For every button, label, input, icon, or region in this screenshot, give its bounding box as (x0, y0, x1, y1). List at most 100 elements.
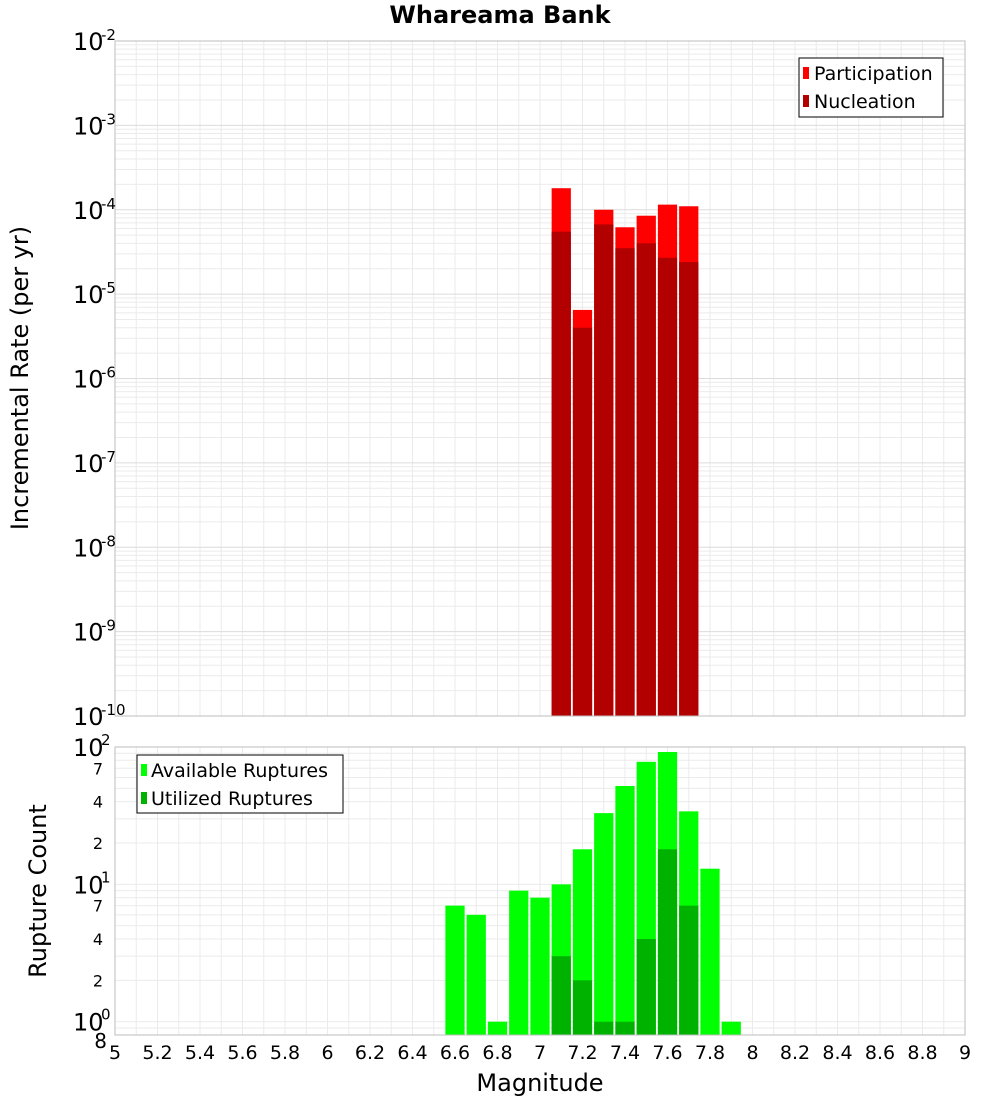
x-tick-label: 7.6 (652, 1042, 682, 1064)
bottom-y-minor-tick: 4 (93, 930, 103, 949)
x-tick-label: 6.4 (397, 1042, 427, 1064)
top-y-tick-base: 10 (73, 366, 104, 394)
bar-available-ruptures-8 (615, 786, 635, 1035)
legend-swatch-nucleation (803, 95, 809, 107)
legend-label-utilized: Utilized Ruptures (151, 788, 313, 810)
x-tick-label: 9 (959, 1042, 971, 1064)
legend-label-available: Available Ruptures (151, 760, 328, 782)
bottom-plot-frame (114, 746, 966, 1036)
x-tick-label: 5.4 (185, 1042, 215, 1064)
x-tick-label: 5.2 (142, 1042, 172, 1064)
top-y-tick-exp: -3 (101, 110, 116, 128)
top-y-tick-exp: -8 (101, 532, 116, 550)
bottom-y-tick-base: 10 (73, 1009, 104, 1037)
bar-utilized-ruptures-8 (615, 1021, 635, 1035)
bar-nucleation-2 (594, 224, 614, 717)
bar-utilized-ruptures-7 (594, 1021, 614, 1035)
top-y-axis-title: Incremental Rate (per yr) (6, 226, 34, 530)
bar-utilized-ruptures-10 (657, 849, 678, 1035)
top-legend-box (798, 57, 944, 118)
top-y-tick-base: 10 (73, 28, 104, 56)
bar-utilized-ruptures-11 (679, 905, 699, 1035)
bottom-legend: Available Ruptures Utilized Ruptures (136, 754, 344, 814)
x-tick-label: 7.8 (695, 1042, 725, 1064)
top-y-tick-labels: 10-210-310-410-510-610-710-810-910-10 (73, 26, 126, 731)
top-y-tick-base: 10 (73, 450, 104, 478)
bottom-bars (445, 751, 741, 1035)
x-tick-label: 8.8 (907, 1042, 937, 1064)
top-y-tick-base: 10 (73, 112, 104, 140)
bottom-y-minor-tick: 7 (93, 759, 103, 778)
top-y-tick-exp: -2 (101, 26, 116, 44)
x-tick-label: 8.4 (822, 1042, 852, 1064)
legend-swatch-utilized (141, 792, 147, 804)
top-bars (551, 188, 699, 717)
bar-nucleation-1 (572, 327, 593, 716)
top-legend: Participation Nucleation (798, 57, 944, 118)
bar-utilized-ruptures-9 (636, 939, 656, 1035)
top-y-tick-base: 10 (73, 703, 104, 731)
bar-utilized-ruptures-6 (572, 980, 593, 1035)
bottom-y-axis-title: Rupture Count (24, 804, 52, 978)
bar-available-ruptures-1 (466, 914, 486, 1035)
top-panel: 10-210-310-410-510-610-710-810-910-10 In… (6, 26, 966, 731)
bar-available-ruptures-13 (721, 1021, 741, 1035)
bar-available-ruptures-4 (530, 897, 550, 1035)
top-y-tick-base: 10 (73, 281, 104, 309)
bottom-y-tick-exp: 0 (101, 1006, 111, 1024)
top-y-tick-base: 10 (73, 534, 104, 562)
bottom-legend-box (136, 754, 344, 814)
x-tick-label: 5.6 (227, 1042, 257, 1064)
top-y-tick-exp: -7 (101, 448, 116, 466)
x-tick-label: 8 (746, 1042, 758, 1064)
bar-utilized-ruptures-5 (551, 956, 571, 1035)
bar-available-ruptures-3 (509, 890, 529, 1035)
x-axis-title: Magnitude (476, 1069, 603, 1097)
legend-swatch-available (141, 764, 147, 776)
top-y-tick-exp: -10 (101, 701, 126, 719)
legend-label-nucleation: Nucleation (814, 91, 916, 113)
top-y-tick-exp: -4 (101, 195, 116, 213)
x-tick-label: 7.2 (567, 1042, 597, 1064)
bar-nucleation-3 (615, 248, 635, 717)
bottom-y-tick-exp: 1 (101, 868, 111, 886)
bottom-y-minor-tick: 8 (94, 1029, 107, 1053)
bar-available-ruptures-7 (594, 813, 614, 1035)
bottom-y-minor-tick: 4 (93, 793, 103, 812)
top-y-tick-exp: -9 (101, 617, 116, 635)
x-tick-label: 7.4 (610, 1042, 640, 1064)
x-tick-label: 6.2 (355, 1042, 385, 1064)
bottom-y-minor-tick: 2 (93, 971, 103, 990)
top-y-tick-base: 10 (73, 619, 104, 647)
bottom-y-tick-base: 10 (73, 871, 104, 899)
x-tick-labels: 5 5.2 5.4 5.6 5.8 6 6.2 6.4 6.6 6.8 7 7.2 7.4 7.6 7.8 8… (109, 1042, 971, 1064)
x-tick-label: 5.8 (270, 1042, 300, 1064)
x-tick-label: 5 (109, 1042, 121, 1064)
top-y-tick-exp: -5 (101, 279, 116, 297)
bar-nucleation-0 (551, 231, 571, 716)
top-plot-frame (114, 40, 966, 717)
x-tick-label: 7 (534, 1042, 546, 1064)
bar-available-ruptures-2 (487, 1021, 508, 1035)
bottom-y-minor-tick: 2 (93, 834, 103, 853)
bar-available-ruptures-12 (700, 868, 720, 1035)
top-y-tick-base: 10 (73, 197, 104, 225)
bottom-y-tick-base: 10 (73, 734, 104, 762)
x-tick-label: 8.6 (865, 1042, 895, 1064)
bar-nucleation-5 (657, 257, 678, 716)
top-y-tick-exp: -6 (101, 364, 116, 382)
bottom-y-tick-exp: 2 (101, 731, 111, 749)
bar-nucleation-4 (636, 243, 656, 717)
chart-title: Whareama Bank (389, 1, 611, 29)
bottom-y-minor-tick: 7 (93, 897, 103, 916)
legend-swatch-participation (803, 67, 809, 79)
legend-label-participation: Participation (814, 63, 933, 85)
x-tick-label: 6 (321, 1042, 333, 1064)
bar-available-ruptures-0 (445, 905, 465, 1035)
x-tick-label: 6.6 (440, 1042, 470, 1064)
top-gridlines (114, 41, 966, 717)
x-tick-label: 6.8 (482, 1042, 512, 1064)
